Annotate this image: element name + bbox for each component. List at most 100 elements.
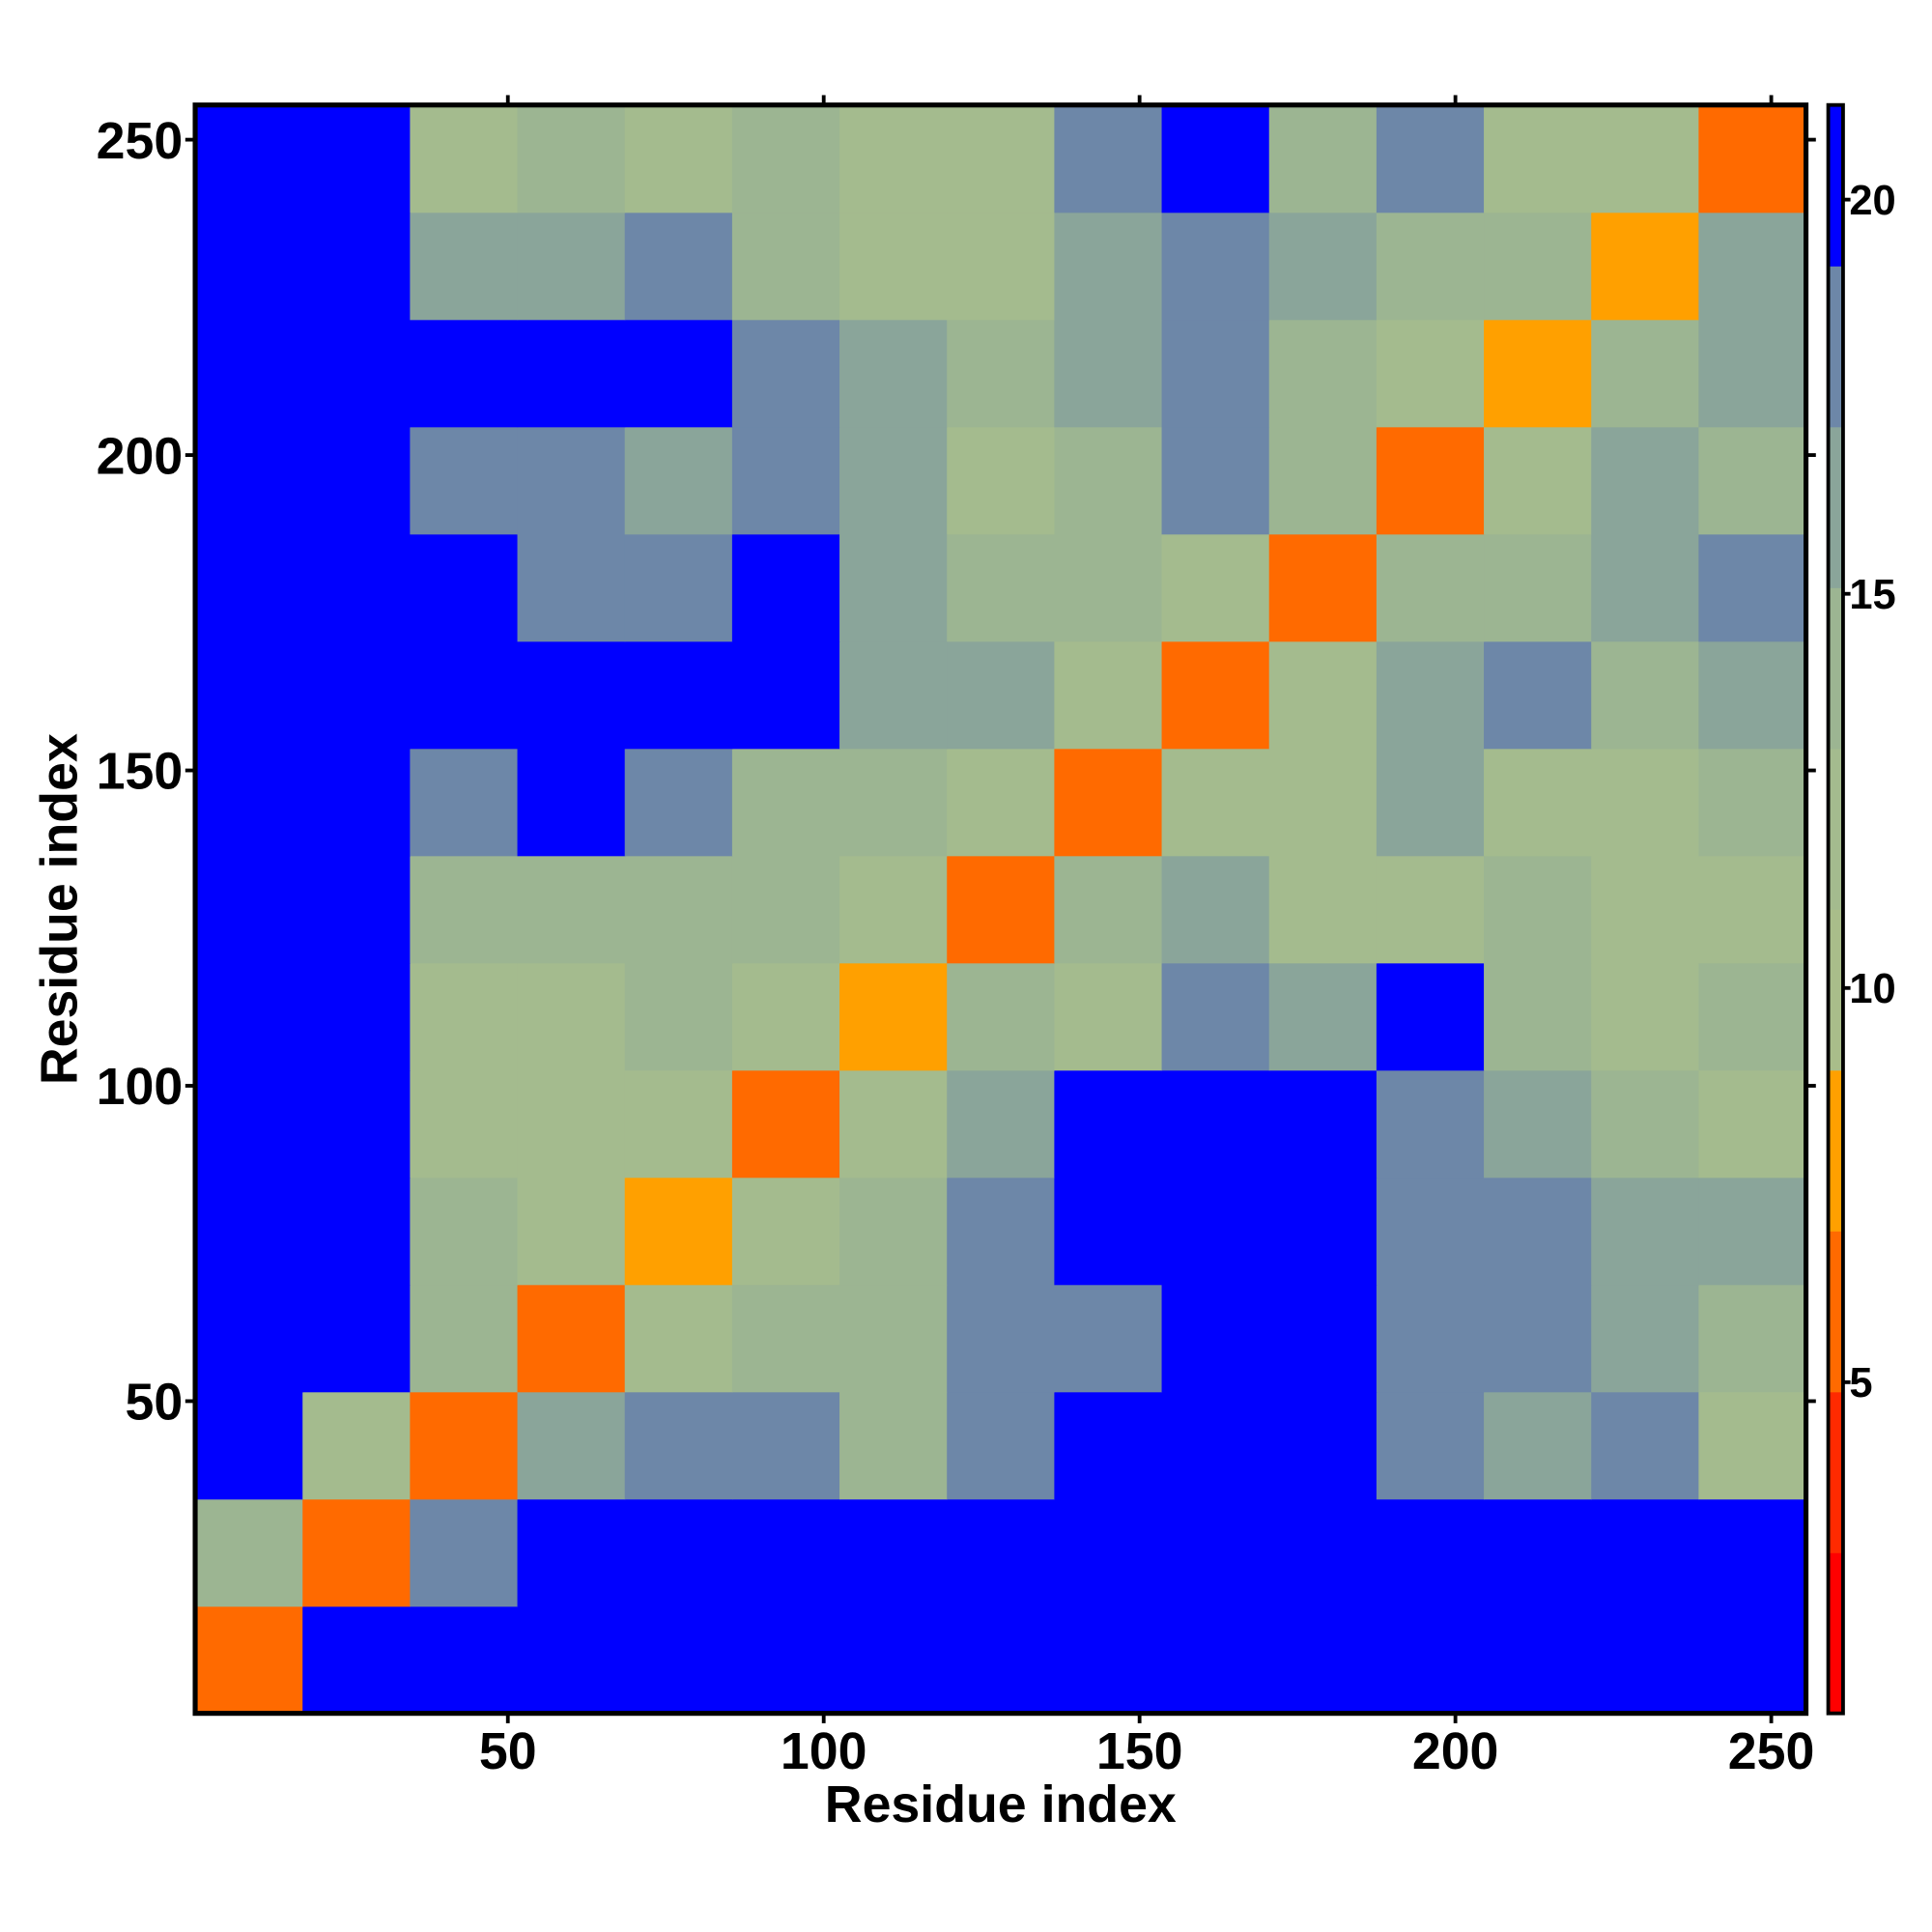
heatmap-cell	[195, 212, 303, 321]
colorbar-step	[1828, 1231, 1843, 1393]
heatmap-cell	[731, 748, 840, 857]
heatmap-cell	[517, 212, 626, 321]
heatmap-cell	[1591, 1177, 1700, 1286]
heatmap-cell	[302, 1498, 412, 1607]
heatmap-cells	[195, 104, 1807, 1715]
heatmap-cell	[195, 640, 303, 750]
heatmap-cell	[839, 1391, 948, 1500]
heatmap-cell	[839, 855, 948, 964]
heatmap-cell	[1376, 1498, 1485, 1607]
heatmap-cell	[517, 1069, 626, 1179]
heatmap-cell	[839, 1069, 948, 1179]
heatmap-cell	[1054, 1069, 1163, 1179]
colorbar-step	[1828, 1069, 1843, 1232]
heatmap-cell	[1376, 748, 1485, 857]
heatmap-cell	[195, 533, 303, 642]
colorbar-tick-label: 10	[1849, 966, 1895, 1012]
heatmap-cell	[517, 855, 626, 964]
heatmap-cell	[1161, 962, 1270, 1071]
heatmap-cell	[839, 640, 948, 750]
heatmap-cell	[302, 1605, 412, 1715]
heatmap-cell	[302, 1284, 412, 1393]
heatmap-cell	[1161, 319, 1270, 428]
heatmap-cell	[1376, 1391, 1485, 1500]
heatmap-cell	[195, 1605, 303, 1715]
colorbar-tick-label: 15	[1849, 572, 1895, 618]
heatmap-cell	[1698, 1391, 1807, 1500]
heatmap-cell	[731, 1391, 840, 1500]
heatmap-cell	[302, 319, 412, 428]
y-tick-label: 100	[97, 1058, 184, 1116]
heatmap-cell	[947, 319, 1056, 428]
heatmap-cell	[1376, 1284, 1485, 1393]
heatmap-cell	[517, 533, 626, 642]
colorbar-step	[1828, 748, 1843, 910]
heatmap-cell	[731, 104, 840, 213]
heatmap-cell	[947, 1605, 1056, 1715]
heatmap-cell	[1376, 104, 1485, 213]
heatmap-cell	[1698, 104, 1807, 213]
heatmap-cell	[410, 1391, 519, 1500]
heatmap-cell	[731, 1069, 840, 1179]
heatmap-cell	[1161, 640, 1270, 750]
heatmap-cell	[302, 748, 412, 857]
heatmap-cell	[1484, 1177, 1592, 1286]
heatmap-cell	[624, 1391, 733, 1500]
heatmap-cell	[731, 962, 840, 1071]
y-axis-title: Residue index	[30, 733, 88, 1085]
heatmap-cell	[1161, 212, 1270, 321]
heatmap-cell	[1268, 426, 1378, 535]
heatmap-cell	[410, 855, 519, 964]
heatmap-cell	[839, 962, 948, 1071]
colorbar-tick-label: 20	[1849, 178, 1895, 224]
heatmap-cell	[302, 855, 412, 964]
heatmap-cell	[517, 319, 626, 428]
heatmap-cell	[1591, 748, 1700, 857]
colorbar-step	[1828, 587, 1843, 750]
heatmap-cell	[731, 1498, 840, 1607]
heatmap-cell	[947, 640, 1056, 750]
heatmap-cell	[1591, 1069, 1700, 1179]
heatmap-cell	[1268, 533, 1378, 642]
heatmap-cell	[624, 533, 733, 642]
heatmap-cell	[517, 748, 626, 857]
heatmap-cell	[839, 104, 948, 213]
heatmap-cell	[624, 1069, 733, 1179]
heatmap-cell	[517, 1605, 626, 1715]
heatmap-cell	[731, 1605, 840, 1715]
heatmap-cell	[624, 1498, 733, 1607]
heatmap-cell	[624, 1284, 733, 1393]
heatmap-cell	[1161, 426, 1270, 535]
plot-frame	[192, 102, 1809, 1717]
heatmap-cell	[1161, 104, 1270, 213]
heatmap-cell	[731, 855, 840, 964]
heatmap-cell	[1054, 748, 1163, 857]
heatmap-cell	[1376, 1605, 1485, 1715]
colorbar-step	[1828, 909, 1843, 1071]
heatmap-cell	[1484, 104, 1592, 213]
heatmap-cell	[302, 1177, 412, 1286]
colorbar	[1828, 104, 1843, 1715]
heatmap-cell	[302, 426, 412, 535]
heatmap-cell	[1698, 319, 1807, 428]
heatmap-cell	[410, 212, 519, 321]
heatmap-cell	[839, 1177, 948, 1286]
heatmap-cell	[195, 962, 303, 1071]
heatmap-cell	[624, 319, 733, 428]
y-tick-label: 200	[97, 427, 184, 485]
heatmap-cell	[624, 104, 733, 213]
heatmap-cell	[1484, 1498, 1592, 1607]
heatmap-cell	[1268, 1605, 1378, 1715]
heatmap-cell	[195, 1177, 303, 1286]
heatmap-cell	[1268, 855, 1378, 964]
heatmap-cell	[1698, 1177, 1807, 1286]
heatmap-cell	[947, 1498, 1056, 1607]
heatmap-cell	[1268, 104, 1378, 213]
heatmap-cell	[1268, 1069, 1378, 1179]
heatmap-cell	[1268, 1284, 1378, 1393]
colorbar-step	[1828, 1391, 1843, 1553]
heatmap-cell	[624, 640, 733, 750]
y-tick-label: 250	[97, 112, 184, 170]
heatmap-cell	[410, 748, 519, 857]
